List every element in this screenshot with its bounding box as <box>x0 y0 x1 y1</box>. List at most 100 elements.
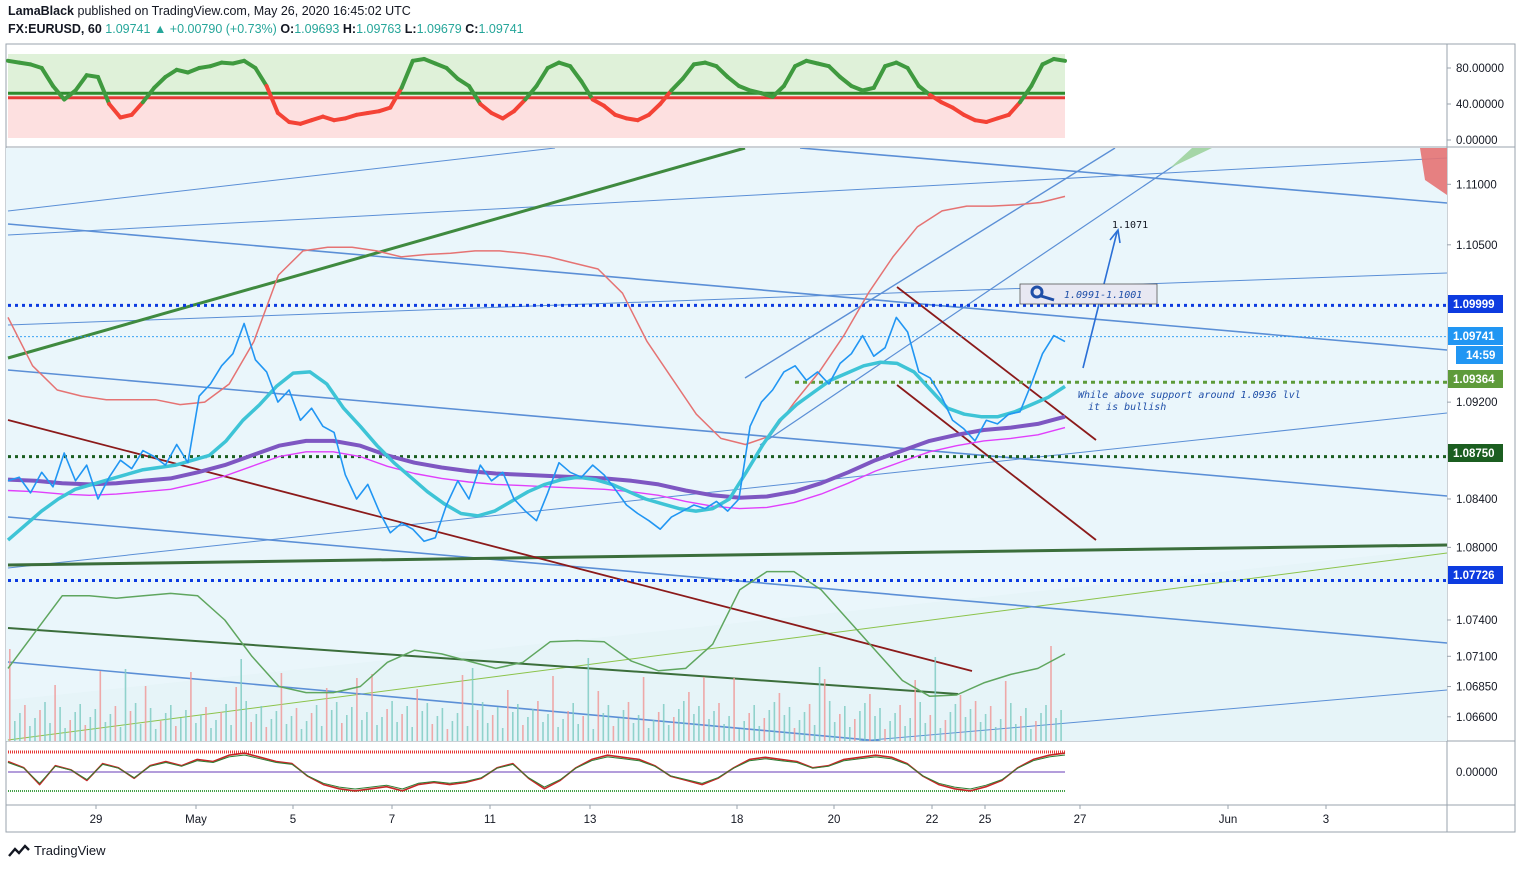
volume-bar <box>969 709 972 741</box>
volume-bar <box>828 701 831 741</box>
volume-bar <box>964 717 967 741</box>
volume-bar <box>753 705 755 741</box>
volume-bar <box>346 715 348 741</box>
osc-segment <box>107 102 123 120</box>
volume-bar <box>728 716 730 741</box>
osc-segment <box>73 73 89 93</box>
trendline-red <box>896 286 1097 441</box>
volume-bar <box>300 729 303 741</box>
level-tag-1.09999[interactable]: 1.09999 <box>1448 295 1503 313</box>
volume-bar <box>99 671 102 741</box>
osc-segment <box>602 103 618 117</box>
svg-text:1.09741: 1.09741 <box>1453 331 1495 343</box>
price-tick-label: 1.06600 <box>1456 712 1498 724</box>
volume-bar <box>486 723 489 741</box>
volume-bar <box>285 724 288 741</box>
green-arrow-shape <box>1170 148 1212 168</box>
osc-segment <box>838 75 854 88</box>
level-tag-1.07726[interactable]: 1.07726 <box>1448 566 1503 584</box>
osc-segment <box>635 112 651 123</box>
volume-bar <box>1025 708 1027 741</box>
volume-bar <box>974 701 977 741</box>
volume-bar <box>778 693 781 741</box>
volume-bar <box>818 667 821 741</box>
volume-bar <box>1055 718 1057 741</box>
volume-bar <box>773 702 776 741</box>
osc-price-scale[interactable]: 80.00000 40.00000 0.00000 <box>1447 63 1504 147</box>
volume-bar <box>220 712 222 741</box>
osc-segment <box>1029 62 1045 88</box>
volume-bar <box>567 711 569 741</box>
volume-bar <box>844 706 846 741</box>
level-tag-1.09364[interactable]: 1.09364 <box>1448 370 1503 388</box>
volume-bar <box>391 701 393 741</box>
tradingview-logo[interactable]: TradingView <box>8 843 106 858</box>
last-price-tag[interactable]: 1.09741 <box>1448 327 1503 345</box>
main-price-scale[interactable]: 1.11000 1.10500 1.09200 1.08400 1.08000 1.074… <box>1447 179 1498 724</box>
volume-bar <box>909 718 911 741</box>
time-tick-label: 11 <box>484 814 496 826</box>
osc-segment <box>478 102 494 115</box>
volume-bar <box>647 728 650 741</box>
volume-bar <box>280 673 283 741</box>
momentum-price-scale[interactable]: 0.00000 <box>1456 767 1498 779</box>
volume-bar <box>602 713 605 741</box>
volume-bar <box>1010 703 1012 741</box>
time-tick-label: 13 <box>584 814 597 826</box>
volume-bar <box>215 720 217 741</box>
volume-bar <box>879 708 881 741</box>
volume-bar <box>69 720 71 741</box>
volume-bar <box>320 726 323 741</box>
level-tag-1.08750[interactable]: 1.08750 <box>1448 444 1503 462</box>
up-arrow-icon: ▲ <box>153 22 167 36</box>
symbol-name[interactable]: FX:EURUSD, 60 <box>8 22 102 36</box>
osc-segment <box>275 111 292 124</box>
publisher-name[interactable]: LamaBlack <box>8 4 75 18</box>
osc-tick-label: 40.00000 <box>1456 99 1504 111</box>
volume-bar <box>109 714 112 741</box>
volume-bar <box>622 710 625 741</box>
volume-bar <box>929 715 932 741</box>
osc-segment <box>422 57 438 66</box>
osc-segment <box>62 88 78 102</box>
volume-bar <box>431 724 434 741</box>
volume-bar <box>657 712 660 741</box>
volume-bar <box>265 727 268 741</box>
momentum-pane <box>7 750 1066 792</box>
volume-bar <box>501 728 504 741</box>
osc-segment <box>444 66 460 81</box>
rising-channel-upper <box>744 148 1116 379</box>
time-scale[interactable]: 29 May 5 7 11 13 18 20 22 25 27 Jun 3 <box>90 805 1330 826</box>
volume-bar <box>119 727 122 741</box>
price-series-group <box>6 195 1066 697</box>
volume-bar <box>733 678 735 741</box>
volume-bar <box>823 679 826 741</box>
volume-bar <box>743 721 745 741</box>
osc-series-group <box>6 57 1067 126</box>
volume-bar <box>225 704 227 741</box>
osc-segment <box>185 66 202 75</box>
brand-name: TradingView <box>34 843 106 858</box>
volume-bar <box>436 716 439 741</box>
volume-bar <box>1040 713 1042 741</box>
volume-bar <box>808 704 811 741</box>
volume-bar <box>104 722 107 741</box>
arrow-head-icon <box>1109 228 1121 244</box>
volume-bar <box>134 703 137 741</box>
osc-segment <box>894 60 910 70</box>
time-tick-label: 27 <box>1074 814 1087 826</box>
publish-line: LamaBlack published on TradingView.com, … <box>8 4 411 18</box>
osc-segment <box>253 66 269 88</box>
main-pane: 1.1071 1.0991-1.1001 While above support… <box>6 148 1447 741</box>
volume-bar <box>999 719 1002 741</box>
osc-segment <box>545 60 561 70</box>
trendline-blue-thin <box>7 412 1447 569</box>
series-volume-curve <box>7 570 1066 697</box>
volume-bar <box>512 712 514 741</box>
volume-bar <box>386 709 388 741</box>
series-fast-ma <box>6 360 1066 542</box>
volume-bar <box>783 715 786 741</box>
osc-tick-label: 80.00000 <box>1456 63 1504 75</box>
volume-bar <box>532 709 534 741</box>
